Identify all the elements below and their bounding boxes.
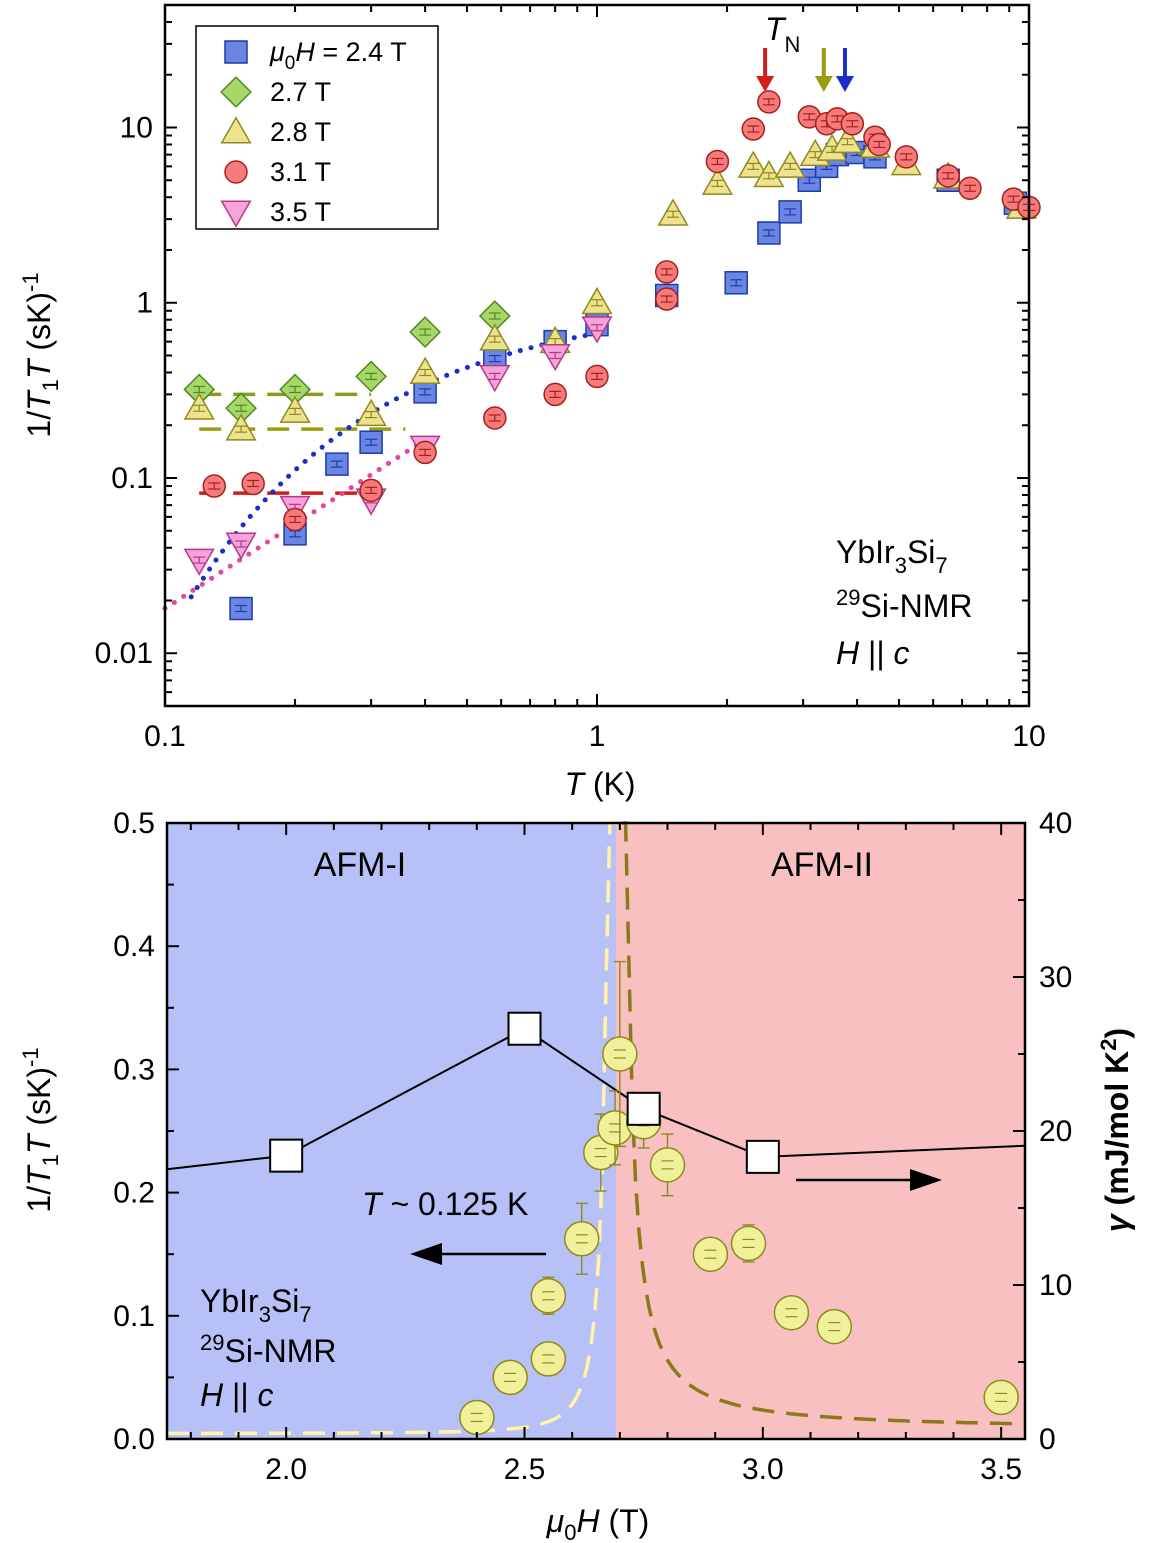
bottom-sample-annotation: YbIr3Si7 29Si-NMR H || c [200, 1283, 336, 1413]
y2-tick-label: 20 [1039, 1115, 1072, 1148]
tn-arrow-head [756, 76, 775, 92]
y-tick-label: 0.01 [95, 637, 153, 670]
y-tick-label: 0.1 [113, 1300, 155, 1333]
left-axis-arrow [410, 1243, 546, 1265]
tn-arrows [756, 48, 854, 92]
y2-tick-label: 40 [1039, 807, 1072, 840]
y2-tick-label: 0 [1039, 1423, 1056, 1456]
top-sample-annotation: YbIr3Si7 29Si-NMR H || c [836, 534, 972, 671]
x-tick-label: 1 [589, 720, 606, 753]
bottom-y-axis-title: 1/T1T (sK)-1 [18, 1047, 63, 1212]
gamma-point [649, 1147, 686, 1183]
y2-tick-label: 10 [1039, 1269, 1072, 1302]
gamma-point [563, 1221, 600, 1257]
legend-label-2p4: μ0H = 2.4 T [269, 37, 407, 74]
bottom-chart: 2.0 2.5 3.0 3.50.00.10.20.30.40.5010203040 … [18, 807, 1135, 1543]
bottom-fit-lines [167, 821, 1025, 1436]
tn-arrow-head [835, 76, 854, 92]
nmr-point [269, 1138, 304, 1173]
y-tick-label: 0.1 [111, 462, 153, 495]
legend-marker-circle [224, 160, 248, 184]
y-tick-label: 0.4 [113, 930, 155, 963]
gamma-point [773, 1294, 810, 1331]
y-tick-label: 0.3 [113, 1053, 155, 1086]
nmr-connecting-line [166, 1027, 1026, 1171]
nmr-line [166, 1027, 1026, 1171]
sample-formula: YbIr3Si7 [200, 1283, 312, 1327]
top-chart: 0.1 1 10 0.01 0.1 1 10 TN μ0H = 2.4 T 2.7 T 2.… [18, 3, 1046, 802]
fit-curve [188, 330, 600, 600]
gamma-point [530, 1278, 567, 1314]
y-tick-label: 0.5 [113, 807, 155, 840]
sample-field-direction: H || c [836, 635, 910, 671]
right-axis-arrow [796, 1169, 942, 1191]
y-tick-label: 1 [136, 287, 153, 320]
gamma-point [602, 1036, 638, 1072]
bottom-y2-axis-title: γ (mJ/mol K2) [1096, 1028, 1135, 1232]
bottom-x-axis-title: μ0H (T) [546, 1503, 650, 1543]
x-tick-label: 2.5 [504, 1453, 546, 1486]
top-legend: μ0H = 2.4 T 2.7 T 2.8 T 3.1 T 3.5 T [195, 25, 439, 230]
gamma-point [816, 1308, 853, 1345]
legend-markers [220, 40, 252, 228]
sample-method: 29Si-NMR [836, 585, 972, 624]
gamma-point [983, 1379, 1019, 1416]
bottom-axis-ticks: 2.0 2.5 3.0 3.5 0.0 0.1 0.2 0.3 0.4 0.5 0 10 20 30 40 [113, 807, 1072, 1486]
legend-marker-down-triangle [220, 200, 252, 228]
legend-marker-triangle [220, 116, 252, 144]
x-tick-label: 0.1 [144, 720, 186, 753]
y2-tick-label: 30 [1039, 961, 1072, 994]
legend-label-2p7: 2.7 T [270, 77, 331, 107]
temperature-label: T ~ 0.125 K [362, 1186, 528, 1222]
legend-label-3p1: 3.1 T [270, 157, 331, 187]
gamma-point [692, 1236, 729, 1272]
gamma-point [492, 1359, 528, 1396]
gamma-point [459, 1399, 495, 1436]
x-tick-label: 2.0 [265, 1453, 307, 1486]
tn-arrow-head [814, 76, 833, 92]
nmr-point [626, 1091, 661, 1126]
nmr-point [745, 1139, 780, 1174]
tn-label: TN [765, 11, 800, 57]
top-axis-ticks: 0.1 1 10 0.01 0.1 1 10 [95, 4, 1046, 753]
gamma-point [530, 1341, 567, 1377]
region-label-afm-ii: AFM-II [771, 846, 873, 884]
region-label-afm-i: AFM-I [314, 846, 407, 884]
y-tick-label: 10 [120, 111, 153, 144]
legend-marker-square [224, 40, 248, 64]
sample-formula: YbIr3Si7 [836, 534, 948, 578]
x-tick-label: 10 [1012, 720, 1045, 753]
bottom-data-points [269, 960, 1019, 1436]
y-tick-label: 0.0 [113, 1423, 155, 1456]
legend-marker-diamond [220, 76, 252, 108]
sample-method: 29Si-NMR [200, 1330, 336, 1369]
top-data-points [183, 90, 1041, 621]
y-tick-label: 0.2 [113, 1177, 155, 1210]
region-afm-ii [616, 823, 1025, 1439]
gamma-point [730, 1225, 767, 1262]
legend-label-3p5: 3.5 T [270, 197, 331, 227]
nmr-point [507, 1011, 542, 1046]
fit-curve-right [622, 821, 1025, 1426]
x-tick-label: 3.0 [742, 1453, 784, 1486]
sample-field-direction: H || c [200, 1377, 274, 1413]
top-x-axis-title: T (K) [564, 766, 635, 802]
region-afm-i [167, 823, 616, 1439]
fit-curve-left [167, 821, 618, 1436]
legend-label-2p8: 2.8 T [270, 117, 331, 147]
top-y-axis-title: 1/T1T (sK)-1 [18, 272, 63, 437]
x-tick-label: 3.5 [980, 1453, 1022, 1486]
